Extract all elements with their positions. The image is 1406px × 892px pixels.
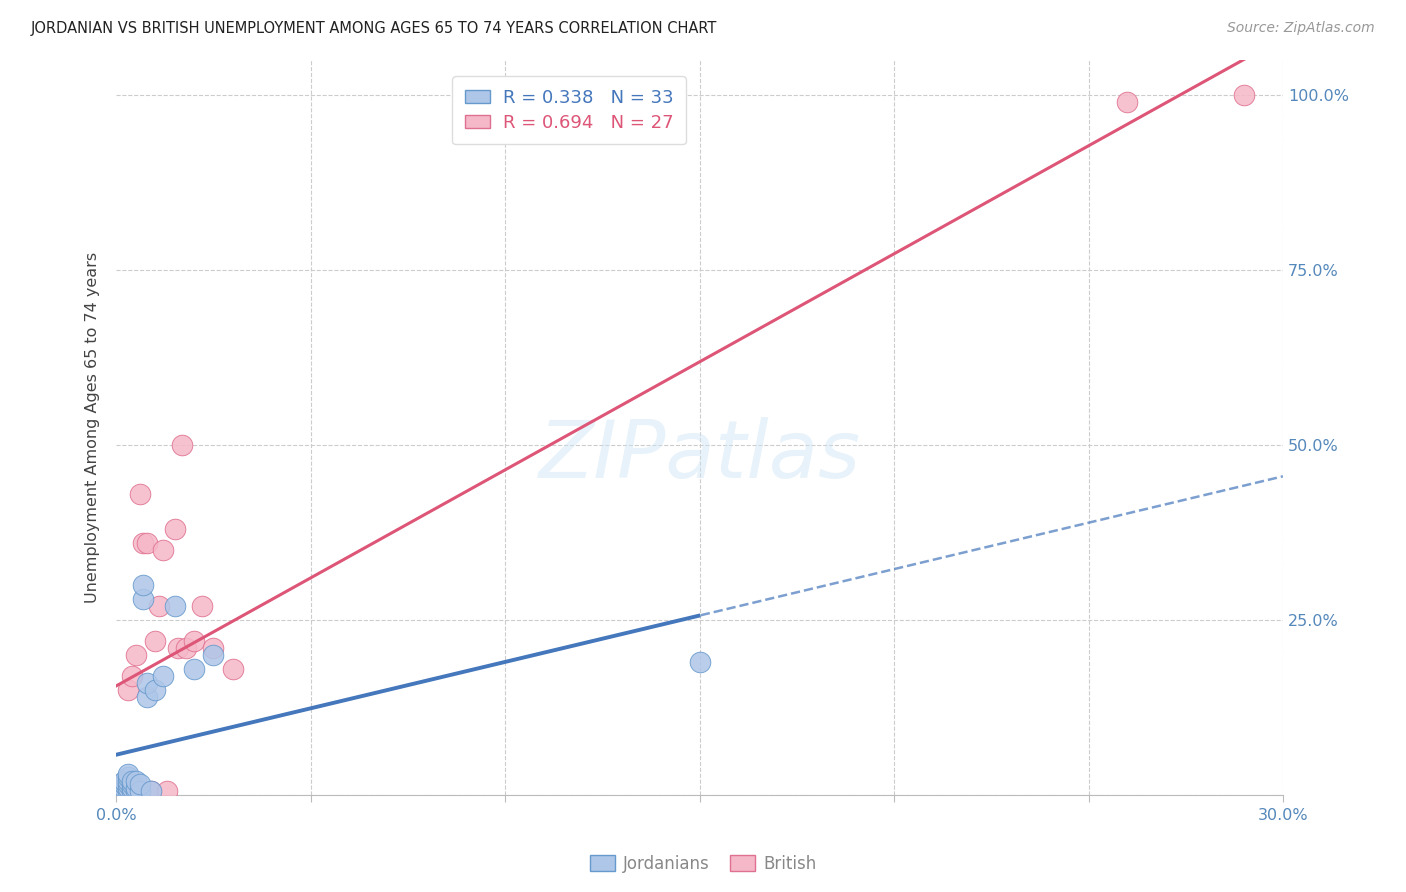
- Point: [128, 784, 150, 798]
- Point: [117, 784, 139, 798]
- Point: [108, 777, 131, 791]
- Point: [167, 640, 190, 655]
- Point: [136, 535, 159, 549]
- Point: [125, 784, 148, 798]
- Point: [141, 784, 163, 798]
- Point: [112, 780, 135, 795]
- Point: [132, 591, 155, 606]
- Point: [174, 640, 197, 655]
- Point: [132, 535, 155, 549]
- Point: [117, 780, 139, 795]
- Point: [125, 648, 148, 662]
- Point: [689, 655, 711, 669]
- Point: [136, 675, 159, 690]
- Point: [136, 690, 159, 704]
- Point: [128, 777, 150, 791]
- Point: [121, 784, 143, 798]
- Point: [121, 668, 143, 682]
- Point: [125, 784, 148, 798]
- Point: [121, 780, 143, 795]
- Legend: R = 0.338   N = 33, R = 0.694   N = 27: R = 0.338 N = 33, R = 0.694 N = 27: [451, 76, 686, 145]
- Point: [108, 780, 131, 795]
- Text: JORDANIAN VS BRITISH UNEMPLOYMENT AMONG AGES 65 TO 74 YEARS CORRELATION CHART: JORDANIAN VS BRITISH UNEMPLOYMENT AMONG …: [31, 21, 717, 36]
- Point: [152, 668, 174, 682]
- Text: ZIPatlas: ZIPatlas: [538, 417, 860, 495]
- Legend: Jordanians, British: Jordanians, British: [583, 848, 823, 880]
- Text: Source: ZipAtlas.com: Source: ZipAtlas.com: [1227, 21, 1375, 35]
- Point: [117, 780, 139, 795]
- Point: [202, 640, 225, 655]
- Point: [121, 784, 143, 798]
- Point: [148, 599, 170, 613]
- Point: [121, 773, 143, 788]
- Point: [128, 486, 150, 500]
- Point: [156, 784, 179, 798]
- Point: [121, 777, 143, 791]
- Point: [163, 599, 186, 613]
- Point: [112, 780, 135, 795]
- Point: [117, 682, 139, 697]
- Point: [183, 633, 205, 648]
- Point: [222, 662, 245, 676]
- Point: [152, 542, 174, 557]
- Point: [112, 777, 135, 791]
- Point: [117, 777, 139, 791]
- Point: [132, 577, 155, 591]
- Point: [108, 784, 131, 798]
- Point: [1116, 95, 1139, 109]
- Point: [125, 780, 148, 795]
- Y-axis label: Unemployment Among Ages 65 to 74 years: Unemployment Among Ages 65 to 74 years: [86, 252, 100, 603]
- Point: [191, 599, 214, 613]
- Point: [143, 633, 166, 648]
- Point: [143, 682, 166, 697]
- Point: [141, 784, 163, 798]
- Point: [172, 437, 194, 451]
- Point: [202, 648, 225, 662]
- Point: [117, 766, 139, 780]
- Point: [183, 662, 205, 676]
- Point: [1233, 87, 1256, 102]
- Point: [108, 784, 131, 798]
- Point: [125, 773, 148, 788]
- Point: [112, 773, 135, 788]
- Point: [112, 784, 135, 798]
- Point: [117, 773, 139, 788]
- Point: [117, 770, 139, 784]
- Point: [128, 784, 150, 798]
- Point: [163, 522, 186, 536]
